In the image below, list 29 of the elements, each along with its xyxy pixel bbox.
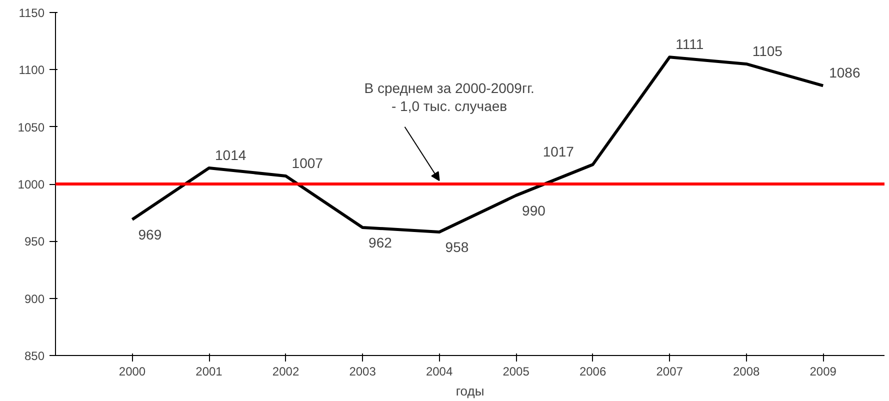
x-tick-label: 2009 bbox=[810, 364, 837, 378]
x-tick-label: 2002 bbox=[272, 364, 300, 378]
data-label: 1105 bbox=[752, 42, 783, 59]
x-tick-label: 2006 bbox=[579, 364, 606, 378]
data-label: 1086 bbox=[829, 64, 860, 81]
x-tick-label: 2005 bbox=[502, 364, 530, 378]
data-label: 1014 bbox=[215, 146, 246, 163]
x-tick-label: 2001 bbox=[196, 364, 223, 378]
x-axis-title: годы bbox=[456, 384, 484, 398]
y-tick-label: 1000 bbox=[18, 178, 45, 192]
y-tick-label: 1050 bbox=[18, 120, 45, 134]
x-tick-label: 2008 bbox=[732, 364, 760, 378]
annotation: В среднем за 2000-2009гг. - 1,0 тыс. случаев bbox=[364, 80, 534, 114]
y-tick-label: 850 bbox=[24, 349, 45, 363]
data-label: 962 bbox=[368, 234, 392, 250]
data-label: 990 bbox=[522, 202, 546, 218]
x-tick-label: 2004 bbox=[426, 364, 453, 378]
data-label: 1007 bbox=[292, 154, 324, 171]
y-tick-label: 1150 bbox=[18, 6, 45, 20]
data-label: 1017 bbox=[542, 144, 574, 160]
data-label: 958 bbox=[445, 239, 469, 256]
x-tick-label: 2003 bbox=[349, 364, 376, 378]
data-label: 969 bbox=[138, 226, 162, 242]
x-tick-label: 2000 bbox=[118, 364, 146, 378]
y-tick-label: 950 bbox=[24, 234, 45, 249]
x-tick-label: 2007 bbox=[656, 364, 684, 378]
y-tick-label: 900 bbox=[24, 292, 45, 306]
y-tick-label: 1100 bbox=[18, 63, 45, 78]
data-label: 1111 bbox=[676, 36, 704, 52]
